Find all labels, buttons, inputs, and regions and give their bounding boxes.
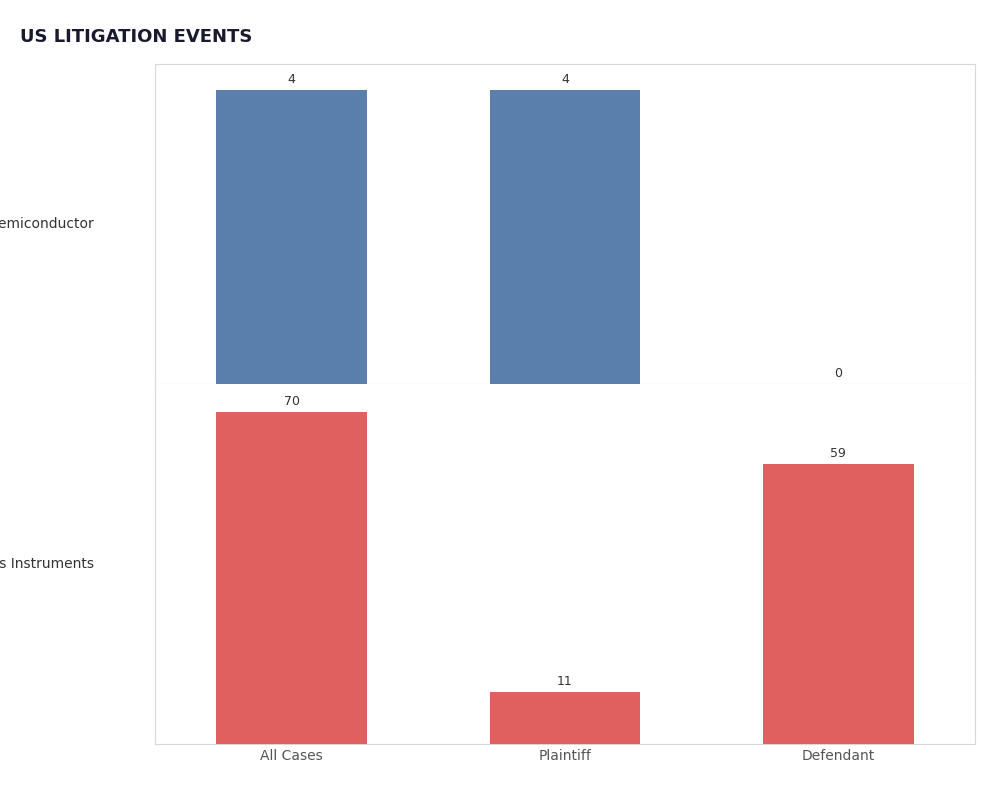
- Bar: [216, 412, 367, 744]
- Text: 4: 4: [561, 73, 569, 86]
- Bar: [763, 464, 914, 744]
- Text: 59: 59: [830, 447, 846, 460]
- Bar: [490, 90, 640, 384]
- Bar: [490, 692, 640, 744]
- Text: 0: 0: [834, 366, 842, 380]
- Text: 70: 70: [284, 394, 300, 408]
- Bar: [216, 90, 367, 384]
- Text: 11: 11: [557, 674, 573, 687]
- Text: Texas Instruments: Texas Instruments: [0, 557, 94, 571]
- Text: Bell Semiconductor: Bell Semiconductor: [0, 217, 94, 230]
- Text: 4: 4: [288, 73, 296, 86]
- Text: US LITIGATION EVENTS: US LITIGATION EVENTS: [20, 28, 252, 46]
